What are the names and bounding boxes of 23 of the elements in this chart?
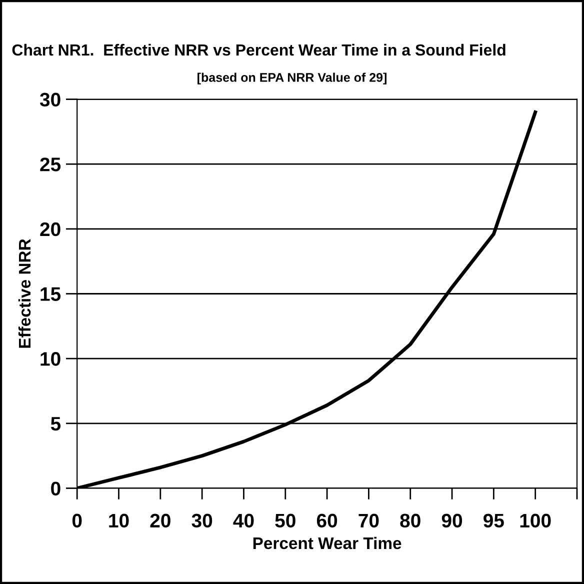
x-tick-label: 60: [316, 514, 338, 528]
chart-subtitle: [based on EPA NRR Value of 29]: [198, 72, 386, 84]
x-tick-label: 30: [192, 514, 212, 528]
x-tick-label: 95: [484, 514, 504, 528]
x-tick-label: 10: [109, 514, 129, 528]
x-tick-label: 90: [442, 514, 462, 528]
y-tick-label: 30: [40, 92, 60, 107]
y-tick-label: 20: [40, 222, 60, 236]
y-tick-label: 5: [50, 417, 61, 431]
y-tick-label: 15: [40, 287, 61, 301]
y-axis-title: Effective NRR: [18, 238, 31, 348]
y-tick-label: 0: [51, 482, 60, 496]
x-tick-label: 70: [358, 514, 379, 528]
x-tick-label: 40: [233, 514, 254, 528]
x-tick-label: 20: [150, 514, 170, 528]
chart-title: Chart NR1. Effective NRR vs Percent Wear Time in a Sound Field: [12, 44, 506, 56]
y-tick-label: 25: [40, 158, 61, 172]
x-tick-label: 80: [400, 514, 420, 528]
x-tick-label: 50: [275, 514, 296, 528]
x-tick-label: 0: [72, 514, 82, 528]
x-axis-title: Percent Wear Time: [253, 536, 402, 550]
x-tick-label: 100: [520, 514, 551, 528]
y-tick-label: 10: [40, 352, 60, 366]
